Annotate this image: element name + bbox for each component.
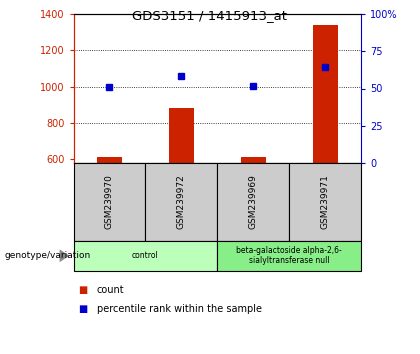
Text: GDS3151 / 1415913_at: GDS3151 / 1415913_at (132, 9, 288, 22)
Text: GSM239969: GSM239969 (249, 174, 258, 229)
Bar (218, 241, 361, 271)
Bar (97, 158, 122, 163)
Bar (312, 25, 338, 163)
Text: percentile rank within the sample: percentile rank within the sample (97, 304, 262, 314)
Bar (289, 163, 361, 241)
Text: GSM239972: GSM239972 (177, 175, 186, 229)
Bar (74, 241, 218, 271)
Bar (218, 163, 289, 241)
Text: beta-galactoside alpha-2,6-
sialyltransferase null: beta-galactoside alpha-2,6- sialyltransf… (236, 246, 342, 266)
Bar (145, 163, 218, 241)
Text: ■: ■ (78, 304, 87, 314)
Text: ■: ■ (78, 285, 87, 295)
Text: control: control (132, 251, 159, 260)
Bar (169, 108, 194, 163)
Polygon shape (60, 249, 69, 262)
Text: GSM239971: GSM239971 (321, 174, 330, 229)
Text: genotype/variation: genotype/variation (4, 251, 90, 260)
Bar (241, 157, 266, 163)
Bar (74, 163, 145, 241)
Text: GSM239970: GSM239970 (105, 174, 114, 229)
Text: count: count (97, 285, 124, 295)
